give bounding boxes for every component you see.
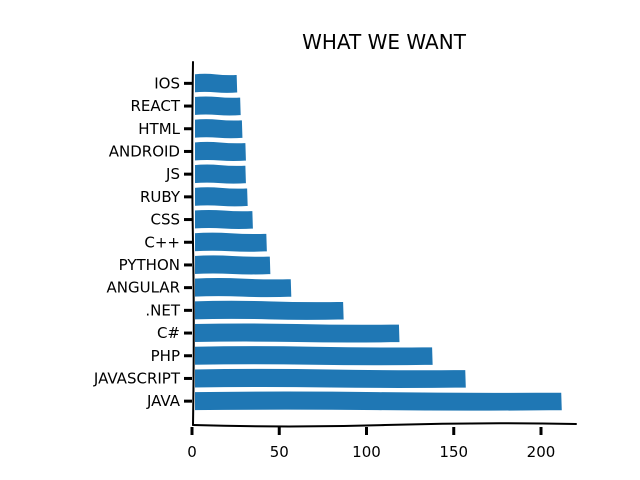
category-label: REACT — [130, 97, 180, 115]
bar-c — [193, 321, 402, 345]
chart-title: WHAT WE WANT — [302, 30, 467, 54]
x-tick-label: 100 — [352, 443, 381, 461]
category-label: HTML — [138, 120, 180, 138]
category-label: PHP — [151, 347, 180, 365]
bar-python — [193, 253, 273, 277]
x-tick-label: 0 — [187, 443, 197, 461]
bar-js — [193, 162, 248, 186]
bar-android — [193, 139, 248, 163]
y-axis — [191, 61, 195, 426]
category-label: .NET — [145, 301, 180, 319]
bars-group — [193, 71, 564, 413]
category-label: ANDROID — [109, 142, 180, 160]
x-axis — [192, 422, 577, 428]
x-tick-label: 50 — [270, 443, 289, 461]
bar-css — [193, 207, 255, 232]
category-label: JAVASCRIPT — [93, 369, 181, 387]
bar-react — [193, 94, 243, 118]
category-label: JS — [165, 165, 180, 183]
x-tick-label: 200 — [527, 443, 556, 461]
category-label: PYTHON — [119, 256, 180, 274]
bar-ruby — [193, 185, 250, 209]
category-label: CSS — [150, 211, 180, 229]
category-label: JAVA — [146, 392, 181, 410]
category-label: RUBY — [140, 188, 181, 206]
category-label: IOS — [154, 74, 180, 92]
category-label: C# — [157, 324, 180, 342]
bar-angular — [193, 276, 294, 300]
bar-ios — [193, 71, 240, 95]
category-label: ANGULAR — [107, 279, 180, 297]
bar-net — [193, 298, 346, 322]
category-label: C++ — [144, 233, 180, 251]
bar-html — [193, 117, 245, 141]
bar-javascript — [193, 366, 468, 390]
bar-java — [193, 389, 564, 413]
x-axis-ticks: 0 50 100 150 200 — [187, 427, 555, 461]
x-tick-label: 150 — [439, 443, 468, 461]
category-labels: IOS REACT HTML ANDROID JS RUBY CSS C++ PYTHON ANG… — [93, 74, 192, 410]
bar-c — [193, 230, 269, 254]
bar-php — [193, 344, 435, 368]
